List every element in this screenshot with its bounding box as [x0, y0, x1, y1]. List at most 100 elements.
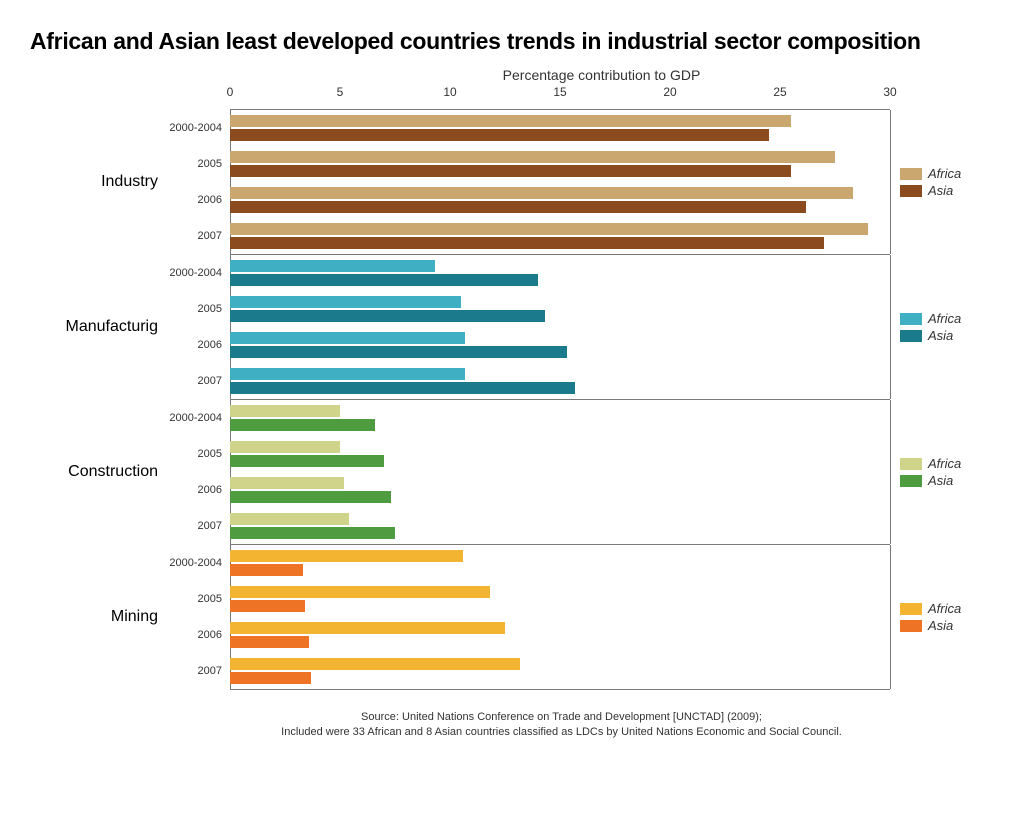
legend-item: Asia [900, 473, 961, 488]
bar [230, 405, 340, 417]
bar [230, 636, 309, 648]
sector-label: Construction [68, 463, 158, 481]
period-label: 2005 [198, 303, 222, 315]
bar [230, 477, 344, 489]
period-label: 2007 [198, 665, 222, 677]
axis-tick: 5 [337, 85, 344, 99]
axis-tick: 20 [663, 85, 676, 99]
source-line-1: Source: United Nations Conference on Tra… [130, 710, 993, 725]
axis-tick: 10 [443, 85, 456, 99]
legend: Africa Asia [900, 456, 961, 488]
bar [230, 187, 853, 199]
period-label: 2005 [198, 448, 222, 460]
chart-title: African and Asian least developed countr… [30, 28, 993, 55]
sector-group: MiningAfricaAsia2000-2004200520062007 [230, 544, 890, 690]
legend-label: Africa [928, 601, 961, 616]
bar [230, 658, 520, 670]
legend-label: Asia [928, 618, 953, 633]
bar [230, 382, 575, 394]
period-label: 2000-2004 [169, 557, 222, 569]
bar [230, 672, 311, 684]
period-block: 2005 [230, 436, 890, 472]
period-block: 2000-2004 [230, 110, 890, 146]
x-axis: 0 5 10 15 20 25 30 [230, 85, 950, 109]
legend-swatch [900, 603, 922, 615]
period-block: 2007 [230, 508, 890, 544]
period-block: 2005 [230, 581, 890, 617]
legend-swatch [900, 313, 922, 325]
bar [230, 115, 791, 127]
legend-label: Africa [928, 456, 961, 471]
period-block: 2006 [230, 327, 890, 363]
period-label: 2006 [198, 194, 222, 206]
axis-tick: 15 [553, 85, 566, 99]
bar [230, 310, 545, 322]
axis-tick: 0 [227, 85, 234, 99]
legend-swatch [900, 458, 922, 470]
plot: IndustryAfricaAsia2000-2004200520062007M… [230, 109, 890, 690]
chart-area: 0 5 10 15 20 25 30 IndustryAfricaAsia2000-2004… [170, 85, 950, 690]
period-label: 2007 [198, 375, 222, 387]
bar [230, 223, 868, 235]
bar [230, 165, 791, 177]
period-label: 2000-2004 [169, 267, 222, 279]
period-label: 2000-2004 [169, 122, 222, 134]
legend-swatch [900, 475, 922, 487]
legend: Africa Asia [900, 166, 961, 198]
period-block: 2000-2004 [230, 400, 890, 436]
bar [230, 296, 461, 308]
legend-swatch [900, 168, 922, 180]
period-label: 2007 [198, 520, 222, 532]
bar [230, 550, 463, 562]
period-label: 2006 [198, 484, 222, 496]
legend-label: Asia [928, 328, 953, 343]
legend-item: Africa [900, 311, 961, 326]
legend-item: Asia [900, 618, 961, 633]
period-block: 2005 [230, 291, 890, 327]
legend-label: Asia [928, 183, 953, 198]
period-block: 2000-2004 [230, 255, 890, 291]
legend-item: Asia [900, 328, 961, 343]
legend-label: Asia [928, 473, 953, 488]
period-block: 2006 [230, 472, 890, 508]
sector-label: Mining [111, 608, 158, 626]
sector-label: Manufacturig [66, 318, 159, 336]
period-label: 2006 [198, 339, 222, 351]
legend: Africa Asia [900, 311, 961, 343]
legend-item: Africa [900, 166, 961, 181]
bar [230, 151, 835, 163]
axis-tick: 30 [883, 85, 896, 99]
bar [230, 455, 384, 467]
bar [230, 237, 824, 249]
bar [230, 332, 465, 344]
bar [230, 346, 567, 358]
bar [230, 622, 505, 634]
legend-label: Africa [928, 166, 961, 181]
source-text: Source: United Nations Conference on Tra… [130, 710, 993, 741]
period-label: 2006 [198, 629, 222, 641]
bar [230, 600, 305, 612]
legend-swatch [900, 620, 922, 632]
sector-group: ManufacturigAfricaAsia2000-2004200520062… [230, 254, 890, 399]
sector-group: IndustryAfricaAsia2000-2004200520062007 [230, 109, 890, 254]
bar [230, 201, 806, 213]
legend-label: Africa [928, 311, 961, 326]
period-block: 2007 [230, 653, 890, 689]
source-line-2: Included were 33 African and 8 Asian cou… [130, 725, 993, 740]
period-block: 2006 [230, 617, 890, 653]
bar [230, 564, 303, 576]
sector-group: ConstructionAfricaAsia2000-2004200520062… [230, 399, 890, 544]
bar [230, 441, 340, 453]
bar [230, 419, 375, 431]
period-block: 2000-2004 [230, 545, 890, 581]
period-label: 2000-2004 [169, 412, 222, 424]
legend-item: Asia [900, 183, 961, 198]
legend-item: Africa [900, 456, 961, 471]
bar [230, 260, 435, 272]
legend-swatch [900, 330, 922, 342]
bar [230, 274, 538, 286]
axis-tick: 25 [773, 85, 786, 99]
bar [230, 513, 349, 525]
period-block: 2005 [230, 146, 890, 182]
bar [230, 527, 395, 539]
